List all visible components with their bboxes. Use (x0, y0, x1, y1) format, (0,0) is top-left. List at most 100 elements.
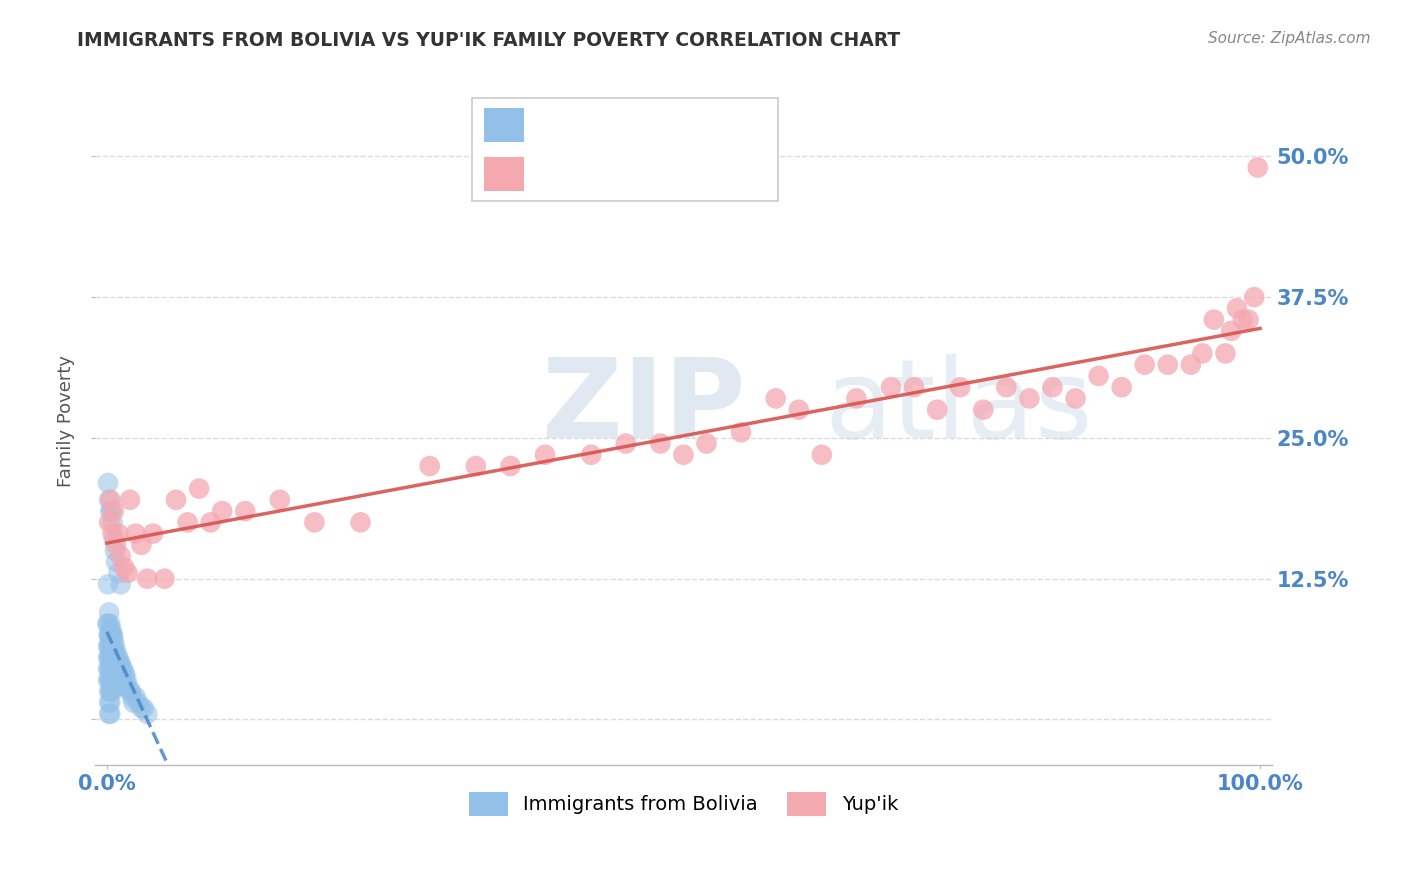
Point (98, 706, 121, 721)
Point (1042, 380, 1064, 394)
Point (111, 662, 134, 676)
Point (579, 448, 602, 462)
Point (114, 667, 136, 681)
Point (1220, 324, 1243, 338)
Point (464, 458, 486, 473)
Point (110, 667, 132, 681)
Point (97, 673, 120, 687)
Point (125, 690, 148, 704)
Point (136, 706, 159, 721)
Legend: Immigrants from Bolivia, Yup'ik: Immigrants from Bolivia, Yup'ik (461, 784, 905, 823)
Point (105, 555, 128, 569)
Point (111, 662, 134, 676)
Point (105, 656, 128, 670)
Point (105, 538, 128, 552)
Point (1237, 312, 1260, 326)
Point (104, 662, 127, 676)
Point (100, 639, 122, 653)
Point (765, 392, 787, 406)
Point (880, 380, 903, 394)
Point (730, 425, 752, 440)
Point (96, 616, 118, 631)
Point (100, 628, 122, 642)
Point (1157, 358, 1180, 372)
Point (672, 448, 695, 462)
Point (108, 667, 131, 681)
Point (787, 402, 810, 417)
Point (110, 577, 132, 591)
Point (97, 639, 120, 653)
Point (98, 492, 121, 507)
Point (1180, 358, 1202, 372)
Point (101, 684, 124, 698)
Point (1133, 358, 1156, 372)
Point (103, 533, 125, 547)
Point (903, 380, 925, 394)
Point (103, 667, 125, 681)
Point (98, 662, 121, 676)
Point (534, 448, 557, 462)
Point (103, 633, 125, 648)
Point (97, 628, 120, 642)
Point (105, 645, 128, 659)
Point (1215, 346, 1237, 360)
Point (118, 492, 141, 507)
Point (1202, 312, 1225, 326)
Point (131, 701, 153, 715)
Point (1087, 368, 1109, 383)
Point (100, 623, 122, 637)
Point (100, 504, 122, 518)
Point (105, 650, 128, 665)
Point (107, 526, 129, 541)
Point (97, 577, 120, 591)
Point (103, 645, 125, 659)
Point (349, 516, 371, 530)
Point (103, 656, 125, 670)
Point (1247, 161, 1270, 175)
Point (98, 662, 121, 676)
Y-axis label: Family Poverty: Family Poverty (58, 355, 75, 487)
Point (112, 679, 135, 693)
Point (98, 492, 121, 507)
Point (118, 684, 141, 698)
Point (100, 650, 122, 665)
Point (105, 667, 128, 681)
Point (107, 566, 129, 580)
Point (1064, 392, 1087, 406)
Point (131, 538, 153, 552)
Text: ZIP: ZIP (543, 354, 745, 461)
Point (98, 650, 121, 665)
Point (98, 684, 121, 698)
Point (100, 639, 122, 653)
Point (97, 475, 120, 490)
Point (110, 656, 132, 670)
Point (132, 701, 155, 715)
Point (101, 628, 124, 642)
Point (165, 492, 187, 507)
Point (927, 402, 949, 417)
Point (98, 628, 121, 642)
Point (100, 662, 122, 676)
Point (845, 392, 868, 406)
Point (419, 458, 441, 473)
Point (1232, 312, 1254, 326)
Point (104, 639, 127, 653)
Point (120, 684, 142, 698)
Point (142, 526, 165, 541)
Point (104, 650, 127, 665)
Point (101, 526, 124, 541)
Point (97, 650, 120, 665)
Point (105, 662, 128, 676)
Point (101, 645, 124, 659)
Point (200, 516, 222, 530)
Point (101, 516, 124, 530)
Point (97, 662, 120, 676)
Point (98, 673, 121, 687)
Point (101, 639, 124, 653)
Text: atlas: atlas (824, 354, 1092, 461)
Point (98, 696, 121, 710)
Point (233, 504, 256, 518)
Point (98, 606, 121, 620)
Point (98, 650, 121, 665)
Point (101, 673, 124, 687)
